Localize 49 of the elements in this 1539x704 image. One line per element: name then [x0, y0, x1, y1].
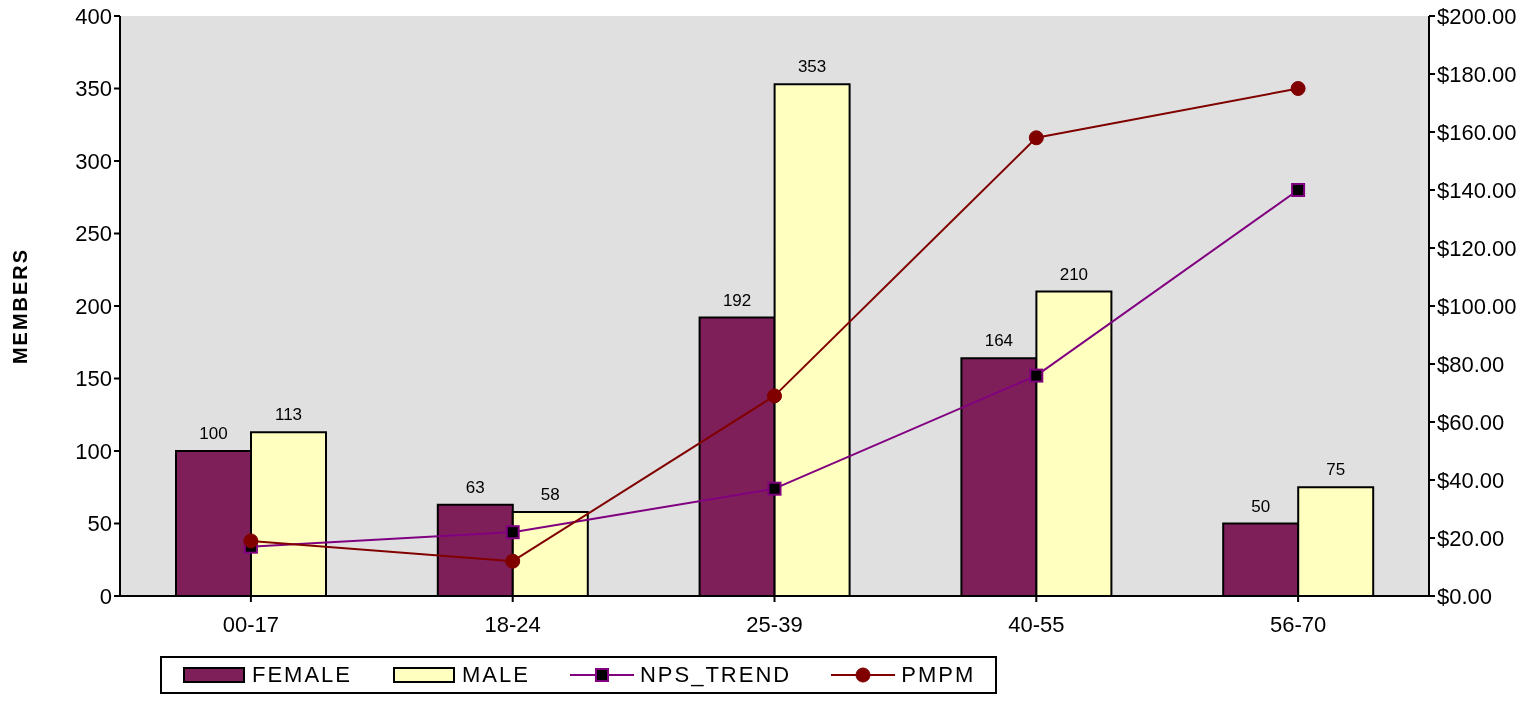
legend-label: PMPM: [901, 662, 976, 688]
point: [1028, 130, 1044, 146]
data-label: 164: [984, 331, 1014, 351]
data-label: 58: [540, 484, 560, 504]
x-tick-label: 00-17: [222, 611, 280, 637]
point: [243, 533, 259, 549]
point: [767, 481, 782, 496]
y2-tick-label: $200.00: [1437, 3, 1517, 29]
point: [505, 553, 521, 569]
y-tick-label: 400: [75, 3, 112, 29]
y-tick-label: 300: [75, 148, 112, 174]
x-tick-label: 40-55: [1008, 611, 1065, 637]
y2-tick-label: $140.00: [1437, 177, 1517, 203]
data-label: 113: [274, 405, 303, 425]
y-tick-label: 350: [75, 76, 112, 102]
y2-tick-label: $80.00: [1437, 351, 1505, 377]
y2-tick-label: $180.00: [1437, 61, 1517, 87]
data-label: 50: [1251, 496, 1271, 516]
legend-label: FEMALE: [252, 662, 353, 688]
data-label: 353: [797, 57, 827, 77]
y-axis-title: MEMBERS: [9, 247, 32, 365]
y-tick-label: 150: [75, 366, 112, 392]
data-label: 75: [1326, 460, 1346, 480]
y-tick-label: 250: [75, 221, 112, 247]
y2-tick-label: $160.00: [1437, 119, 1517, 145]
data-label: 63: [465, 477, 485, 497]
y2-tick-label: $0.00: [1437, 583, 1493, 609]
y2-tick-label: $20.00: [1437, 525, 1505, 551]
x-tick-label: 25-39: [746, 611, 803, 637]
data-label: 192: [722, 290, 752, 310]
y-tick-label: 100: [75, 438, 112, 464]
point: [1290, 81, 1306, 96]
y2-tick-label: $120.00: [1437, 235, 1517, 261]
y-tick-label: 0: [99, 583, 112, 609]
y2-tick-label: $60.00: [1437, 409, 1505, 435]
x-tick-label: 56-70: [1269, 611, 1327, 637]
legend-label: NPS_TREND: [639, 662, 792, 688]
point: [767, 388, 782, 404]
y-tick-label: 200: [75, 293, 112, 319]
data-label: 210: [1059, 264, 1089, 284]
point: [1291, 183, 1306, 197]
x-tick-label: 18-24: [484, 611, 541, 637]
y-tick-label: 50: [87, 511, 112, 537]
y2-tick-label: $100.00: [1437, 293, 1517, 319]
y2-tick-label: $40.00: [1437, 467, 1505, 493]
data-label: 100: [199, 424, 228, 443]
legend-label: MALE: [462, 662, 530, 688]
point: [505, 525, 520, 540]
point: [1029, 368, 1044, 383]
